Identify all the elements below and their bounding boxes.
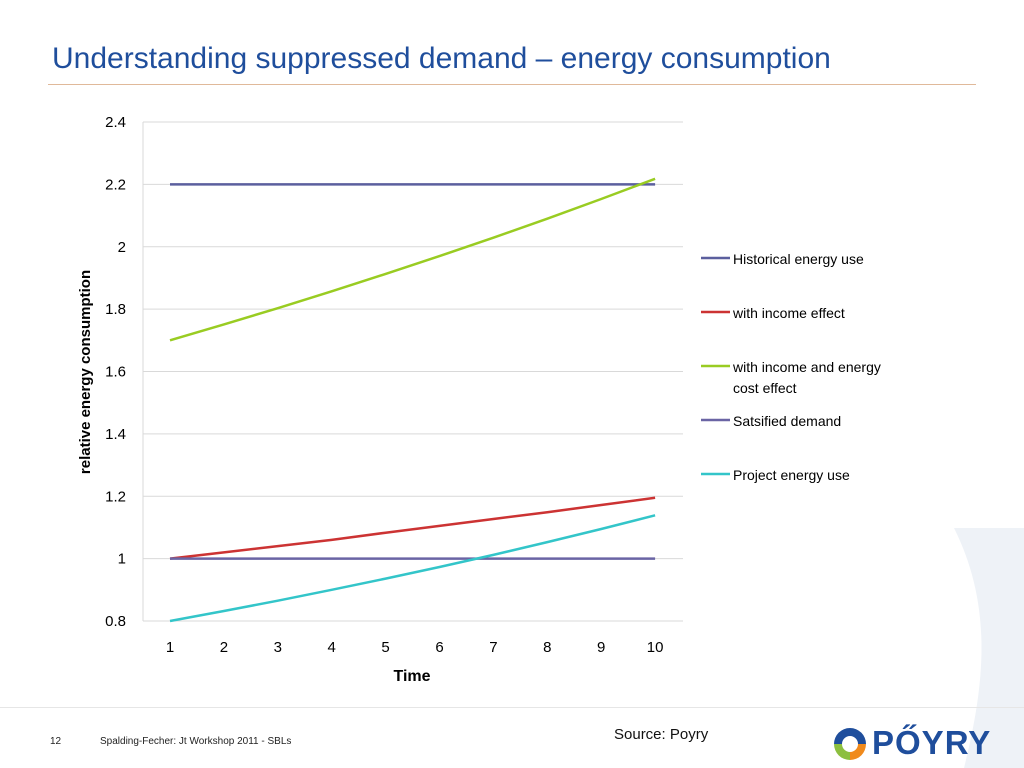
title-divider	[48, 84, 976, 85]
x-tick-label: 9	[597, 639, 605, 656]
y-tick-label: 1.4	[105, 426, 126, 443]
legend-label: with income and energy cost effect	[732, 359, 881, 396]
series-line-3	[169, 177, 656, 342]
poyry-logo: PŐYRY	[830, 722, 1020, 766]
x-axis-title: Time	[393, 668, 430, 685]
y-tick-label: 1.2	[105, 488, 126, 505]
legend-label: with income effect	[732, 305, 845, 321]
series-line-5	[169, 514, 656, 623]
y-tick-label: 0.8	[105, 613, 126, 630]
chart-gridlines	[142, 121, 683, 622]
legend-label: Project energy use	[733, 467, 850, 483]
background-swoosh	[954, 528, 1024, 768]
footer-divider	[0, 707, 1024, 708]
chart-series	[169, 177, 656, 623]
x-axis-ticks: 1 2 3 4 5 6 7 8 9 10	[166, 639, 664, 656]
series-line-2	[169, 496, 656, 560]
y-axis-title: relative energy consumption	[77, 270, 94, 474]
x-tick-label: 8	[543, 639, 551, 656]
poyry-logo-icon	[834, 728, 866, 760]
y-tick-label: 2	[118, 239, 126, 256]
x-tick-label: 10	[647, 639, 664, 656]
y-tick-label: 1	[118, 551, 126, 568]
x-tick-label: 2	[220, 639, 228, 656]
legend-label: Satsified demand	[733, 413, 841, 429]
x-tick-label: 6	[435, 639, 443, 656]
y-tick-label: 2.4	[105, 114, 126, 131]
source-note: Source: Poyry	[614, 726, 709, 743]
poyry-logo-text: PŐYRY	[872, 724, 992, 761]
y-tick-label: 1.8	[105, 301, 126, 318]
x-tick-label: 7	[489, 639, 497, 656]
y-tick-label: 2.2	[105, 176, 126, 193]
line-chart: 0.8 1 1.2 1.4 1.6 1.8 2 2.2 2.4 1 2 3 4 5 6 7 8 9 10 Time…	[77, 114, 881, 685]
x-tick-label: 5	[381, 639, 389, 656]
y-tick-label: 1.6	[105, 364, 126, 381]
y-axis-ticks: 0.8 1 1.2 1.4 1.6 1.8 2 2.2 2.4	[105, 114, 126, 630]
x-tick-label: 1	[166, 639, 174, 656]
slide-title: Understanding suppressed demand – energy…	[52, 42, 831, 75]
chart-legend: Historical energy use with income effect w…	[701, 251, 881, 483]
x-tick-label: 4	[328, 639, 336, 656]
footer-text: Spalding-Fecher: Jt Workshop 2011 - SBLs	[100, 736, 292, 747]
legend-label: Historical energy use	[733, 251, 864, 267]
x-tick-label: 3	[274, 639, 282, 656]
page-number: 12	[50, 736, 62, 747]
